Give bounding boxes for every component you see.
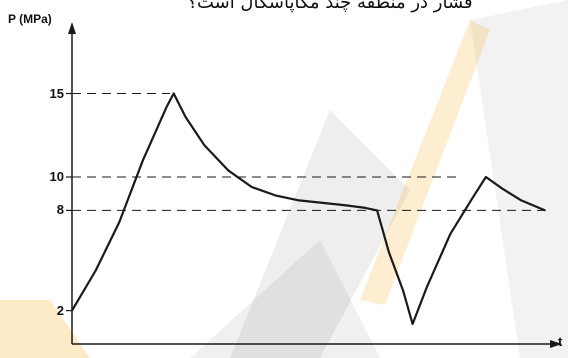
watermark-gray-shape-bottom [190, 240, 380, 358]
question-caption: فشار در منطقه چند مگاپاسکال است؟ [187, 0, 473, 13]
watermark-yellow-stripe [360, 20, 490, 305]
y-tick-label-15: 15 [49, 85, 64, 101]
y-ticks [66, 92, 72, 312]
y-axis-arrow [68, 22, 76, 34]
y-tick-label-8: 8 [56, 202, 64, 218]
watermark-gray-shape-right [470, 0, 568, 358]
axes [68, 22, 562, 348]
x-axis-arrow [550, 340, 562, 348]
y-tick-label-10: 10 [49, 169, 64, 184]
y-axis-label: P (MPa) [8, 12, 52, 26]
pressure-curve [71, 92, 546, 326]
x-axis-label: t [558, 334, 563, 349]
y-tick-label-2: 2 [56, 302, 64, 318]
watermark-gray-shape-left [230, 110, 410, 358]
watermark-yellow-corner [0, 300, 90, 358]
